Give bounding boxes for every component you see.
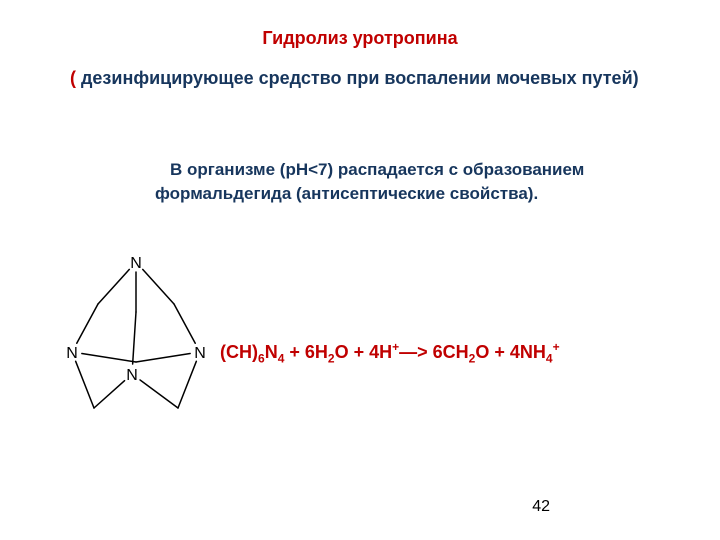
slide: { "colors": { "red": "#c00000", "navy": … bbox=[0, 0, 720, 540]
subtitle-paren: ( bbox=[70, 68, 81, 88]
subtitle: ( дезинфицирующее средство при воспалени… bbox=[70, 68, 680, 89]
page-number: 42 bbox=[532, 498, 550, 516]
reaction-formula: (CH)6N4 + 6H2O + 4H+—> 6CH2O + 4NH4+ bbox=[220, 340, 560, 366]
svg-text:N: N bbox=[194, 345, 206, 362]
svg-text:N: N bbox=[130, 255, 142, 272]
body-strong: В bbox=[170, 160, 187, 179]
body-rest: организме (pH<7) распадается с образован… bbox=[187, 160, 584, 179]
svg-text:N: N bbox=[66, 345, 78, 362]
body-line-2: формальдегида (антисептические свойства)… bbox=[155, 184, 660, 204]
page-title: Гидролиз уротропина bbox=[0, 28, 720, 49]
svg-text:N: N bbox=[126, 367, 138, 384]
subtitle-text: дезинфицирующее средство при воспалении … bbox=[81, 68, 639, 88]
urotropin-structure: N N N N bbox=[50, 248, 215, 438]
body-line-1: В организме (pH<7) распадается с образов… bbox=[170, 160, 660, 180]
